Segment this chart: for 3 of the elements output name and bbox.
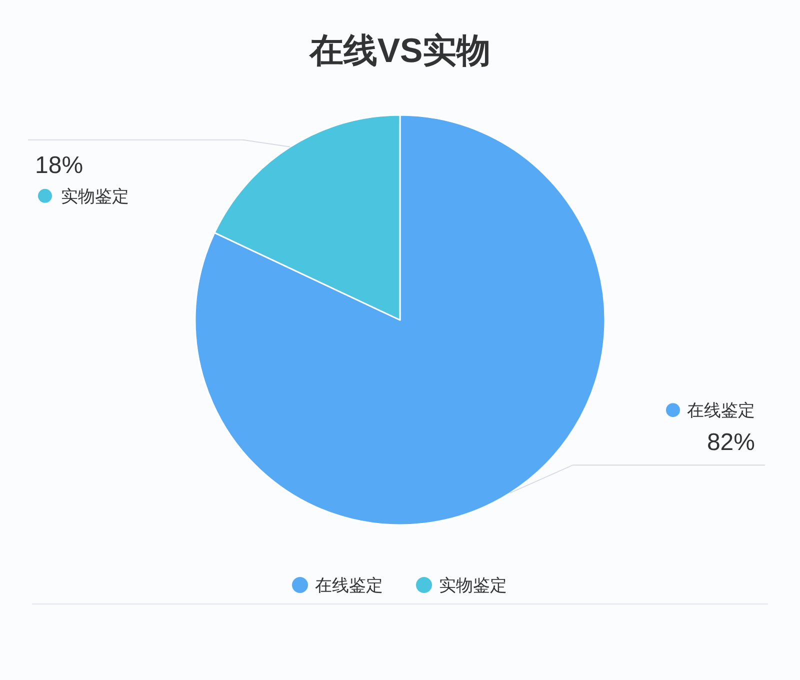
chart-title: 在线VS实物 xyxy=(309,32,491,70)
legend-label: 在线鉴定 xyxy=(315,576,383,595)
legend-label: 实物鉴定 xyxy=(439,576,507,595)
